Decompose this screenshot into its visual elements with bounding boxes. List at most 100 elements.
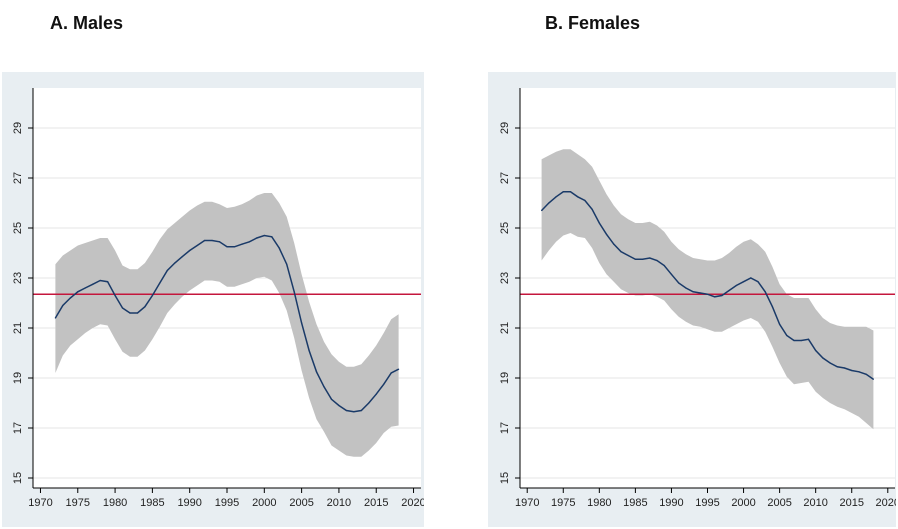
males-point-2018: [398, 368, 400, 370]
males-point-2002: [278, 247, 280, 249]
males-point-2016: [383, 383, 385, 385]
males-point-2011: [345, 409, 347, 412]
females-point-2014: [843, 367, 846, 369]
males-xtick-label-2005: 2005: [289, 497, 313, 509]
males-point-2005: [301, 322, 303, 324]
males-point-1983: [136, 312, 139, 314]
females-point-1996: [714, 296, 716, 298]
females-point-1975: [562, 191, 564, 193]
females-point-1997: [721, 294, 723, 297]
males-point-2010: [338, 404, 340, 407]
males-ytick-label-27: 27: [12, 172, 24, 184]
females-point-1977: [577, 196, 579, 198]
males-point-1992: [204, 239, 206, 242]
males-point-1974: [69, 297, 71, 299]
females-xtick-label-1975: 1975: [551, 497, 575, 509]
males-xtick-label-2000: 2000: [252, 497, 276, 509]
males-point-2000: [263, 234, 265, 237]
males-point-1996: [233, 246, 236, 248]
males-point-1989: [181, 256, 183, 258]
females-point-1979: [591, 208, 593, 210]
females-xtick-label-2020: 2020: [876, 497, 896, 509]
males-point-1978: [99, 279, 101, 282]
females-point-1989: [663, 264, 665, 267]
females-point-1992: [685, 287, 687, 289]
females-point-2006: [786, 334, 788, 337]
females-point-2018: [872, 378, 874, 380]
females-ytick-label-17: 17: [499, 422, 511, 434]
males-point-1998: [248, 241, 250, 243]
females-point-2009: [807, 338, 810, 340]
males-point-2007: [315, 371, 318, 373]
females-ytick-label-15: 15: [499, 472, 511, 484]
males-point-2009: [330, 398, 333, 400]
females-point-2012: [829, 362, 831, 364]
males-point-1972: [54, 317, 56, 319]
males-ytick-label-17: 17: [12, 422, 24, 434]
females-xtick-label-2005: 2005: [767, 497, 791, 509]
females-point-1995: [706, 293, 709, 295]
females-point-1988: [656, 259, 658, 262]
males-xtick-label-1990: 1990: [177, 497, 201, 509]
females-xtick-label-2000: 2000: [731, 497, 755, 509]
males-point-1995: [226, 246, 228, 248]
males-point-1976: [84, 287, 86, 289]
males-xtick-label-1995: 1995: [215, 497, 239, 509]
females-point-1993: [692, 291, 694, 293]
chart-males: 15 17 19 21 23 25 27 29 1970 1975 1980 1985 1990 1995…: [2, 72, 424, 527]
males-point-2017: [390, 372, 392, 374]
males-point-1997: [241, 243, 243, 245]
females-ytick-label-29: 29: [499, 122, 511, 134]
males-point-2014: [368, 402, 370, 404]
females-point-2000: [742, 281, 745, 283]
males-xtick-label-2020: 2020: [401, 497, 424, 509]
males-ytick-label-19: 19: [12, 372, 24, 384]
females-xtick-label-1990: 1990: [659, 497, 683, 509]
females-ytick-label-19: 19: [499, 372, 511, 384]
males-xtick-label-2010: 2010: [327, 497, 351, 509]
females-point-2010: [815, 349, 817, 352]
females-point-2005: [779, 323, 781, 325]
males-point-2004: [293, 291, 295, 293]
females-point-2015: [851, 369, 853, 372]
females-ytick-label-21: 21: [499, 322, 511, 334]
males-point-2015: [375, 393, 377, 395]
females-point-1983: [620, 251, 622, 253]
females-point-1978: [584, 199, 586, 202]
females-point-1976: [569, 191, 572, 193]
males-point-1984: [144, 306, 146, 308]
females-xtick-label-1995: 1995: [695, 497, 719, 509]
females-point-2013: [836, 366, 838, 368]
panel-title-females: B. Females: [545, 13, 641, 33]
males-ytick-label-29: 29: [12, 122, 24, 134]
males-point-1988: [174, 262, 176, 264]
panel-title-males: A. Males: [50, 13, 124, 33]
males-point-1990: [189, 249, 191, 252]
males-ytick-label-15: 15: [12, 472, 24, 484]
females-point-1987: [649, 257, 651, 259]
females-xtick-label-1985: 1985: [623, 497, 647, 509]
males-xtick-label-1970: 1970: [28, 497, 52, 509]
females-point-1981: [605, 233, 608, 235]
males-point-1993: [211, 239, 213, 242]
males-point-1985: [151, 294, 153, 297]
females-ytick-label-27: 27: [499, 172, 511, 184]
males-point-2003: [286, 263, 288, 265]
males-point-1980: [114, 294, 116, 297]
females-point-2002: [757, 281, 759, 283]
females-point-1998: [728, 289, 730, 292]
females-xtick-label-1980: 1980: [587, 497, 611, 509]
males-point-2001: [271, 236, 273, 238]
females-xtick-label-1970: 1970: [515, 497, 539, 509]
chart-females: 15 17 19 21 23 25 27 29 1970 1975 1980 1985 1990 1995…: [488, 72, 896, 527]
males-ytick-label-21: 21: [12, 322, 24, 334]
females-point-2016: [858, 371, 860, 373]
males-point-1986: [159, 282, 161, 284]
males-xtick-label-2015: 2015: [364, 497, 388, 509]
females-point-2011: [822, 357, 824, 359]
females-point-1994: [699, 292, 701, 294]
males-xtick-label-1985: 1985: [140, 497, 164, 509]
males-point-1991: [196, 244, 198, 247]
males-point-1979: [107, 281, 109, 283]
females-point-1986: [641, 258, 644, 260]
